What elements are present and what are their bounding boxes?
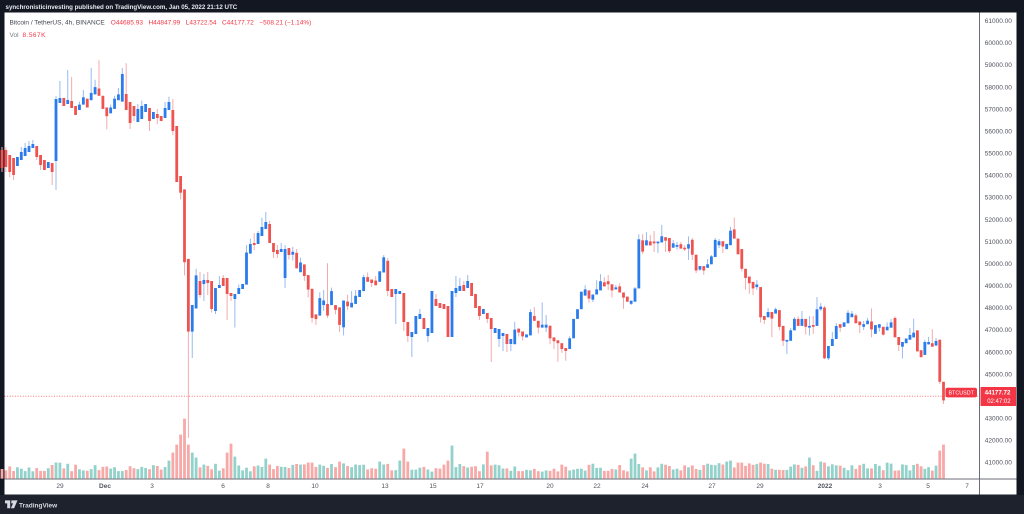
svg-text:Bitcoin / TetherUS, 4h, BINANC: Bitcoin / TetherUS, 4h, BINANCE O44685.93… [10,20,312,27]
svg-text:51000.00: 51000.00 [985,239,1012,246]
svg-text:15: 15 [429,483,437,490]
svg-text:8: 8 [266,483,270,490]
svg-text:54000.00: 54000.00 [985,173,1012,180]
svg-text:45000.00: 45000.00 [985,371,1012,378]
svg-text:10: 10 [311,483,319,490]
svg-text:3: 3 [878,483,882,490]
svg-text:60000.00: 60000.00 [985,40,1012,47]
svg-text:58000.00: 58000.00 [985,84,1012,91]
svg-text:TradingView: TradingView [19,502,58,509]
svg-text:24: 24 [641,483,649,490]
svg-text:BTCUSDT: BTCUSDT [948,391,974,397]
svg-text:49000.00: 49000.00 [985,283,1012,290]
svg-text:57000.00: 57000.00 [985,106,1012,113]
svg-text:44177.72: 44177.72 [985,390,1011,397]
svg-text:52000.00: 52000.00 [985,217,1012,224]
svg-text:42000.00: 42000.00 [985,438,1012,445]
svg-text:53000.00: 53000.00 [985,195,1012,202]
svg-text:61000.00: 61000.00 [985,18,1012,25]
svg-text:59000.00: 59000.00 [985,62,1012,69]
svg-text:41000.00: 41000.00 [985,460,1012,467]
svg-text:47000.00: 47000.00 [985,327,1012,334]
svg-text:29: 29 [56,483,64,490]
svg-text:7: 7 [965,483,969,490]
svg-text:Dec: Dec [99,483,111,490]
svg-text:29: 29 [756,483,764,490]
svg-text:17: 17 [476,483,484,490]
svg-text:2022: 2022 [818,483,833,490]
svg-text:50000.00: 50000.00 [985,261,1012,268]
svg-text:43000.00: 43000.00 [985,416,1012,423]
svg-text:46000.00: 46000.00 [985,349,1012,356]
svg-text:27: 27 [708,483,716,490]
svg-text:55000.00: 55000.00 [985,151,1012,158]
svg-text:synchronisticinvesting publish: synchronisticinvesting published on Trad… [6,4,238,11]
svg-text:22: 22 [593,483,601,490]
svg-text:13: 13 [381,483,389,490]
svg-text:20: 20 [546,483,554,490]
svg-text:48000.00: 48000.00 [985,305,1012,312]
svg-text:5: 5 [926,483,930,490]
svg-text:56000.00: 56000.00 [985,128,1012,135]
svg-text:6: 6 [221,483,225,490]
svg-text:02:47:02: 02:47:02 [987,399,1011,405]
svg-text:3: 3 [150,483,154,490]
